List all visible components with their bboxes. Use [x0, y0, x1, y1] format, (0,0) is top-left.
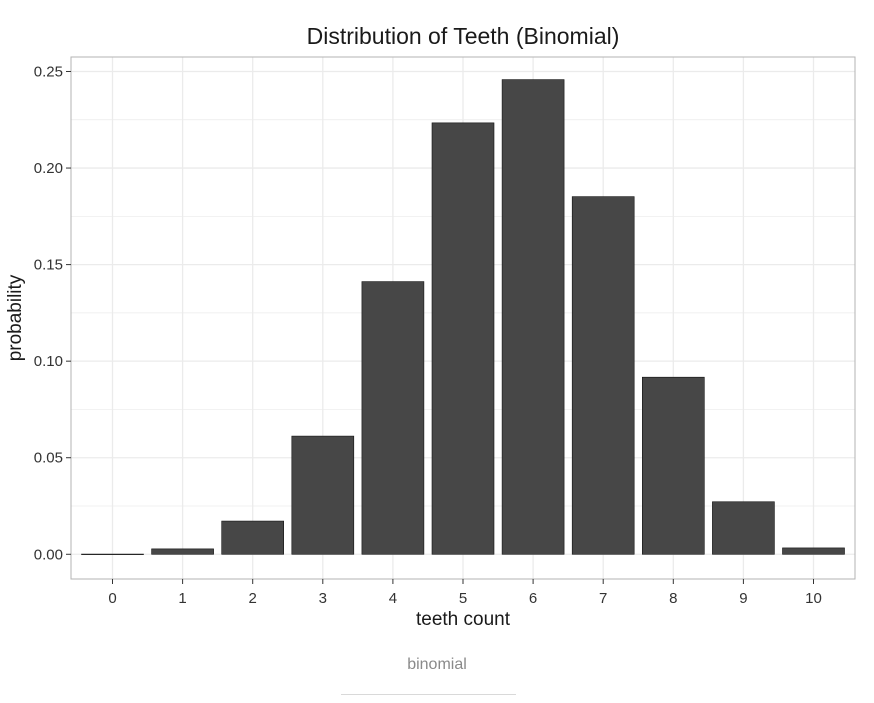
bar-7 [571, 196, 635, 555]
caption-divider [341, 694, 516, 695]
x-tick-label: 2 [249, 590, 257, 607]
x-tick-label: 10 [805, 590, 822, 607]
x-tick-label: 9 [739, 590, 747, 607]
bar-8 [641, 376, 705, 555]
chart-title: Distribution of Teeth (Binomial) [307, 23, 620, 49]
x-tick-label: 1 [178, 590, 186, 607]
x-tick-label: 6 [529, 590, 537, 607]
bar-1 [151, 548, 214, 555]
x-tick-label: 5 [459, 590, 467, 607]
x-tick-label: 7 [599, 590, 607, 607]
axes: 0.00 0.05 0.10 0.15 0.20 0.25 0 1 2 3 4 5 6 7 8 9 10 [34, 63, 822, 607]
x-tick-label: 4 [389, 590, 397, 607]
bar-6 [501, 79, 565, 555]
y-tick-label: 0.10 [34, 353, 63, 370]
x-tick-label: 3 [319, 590, 327, 607]
bar-2 [221, 520, 284, 555]
x-tick-label: 0 [108, 590, 116, 607]
y-axis-title: probability [5, 274, 26, 361]
y-tick-label: 0.05 [34, 450, 63, 467]
x-tick-label: 8 [669, 590, 677, 607]
x-axis-title: teeth count [416, 609, 511, 630]
y-tick-label: 0.15 [34, 257, 63, 274]
y-tick-label: 0.00 [34, 546, 63, 563]
bar-3 [291, 435, 355, 555]
y-tick-label: 0.25 [34, 63, 63, 80]
bar-10 [782, 547, 845, 555]
bar-5 [431, 122, 495, 555]
bars [81, 79, 845, 555]
figure-caption: binomial [407, 656, 467, 673]
bar-4 [361, 281, 425, 555]
bar-9 [712, 501, 775, 555]
bar-0 [81, 553, 144, 555]
y-tick-label: 0.20 [34, 160, 63, 177]
